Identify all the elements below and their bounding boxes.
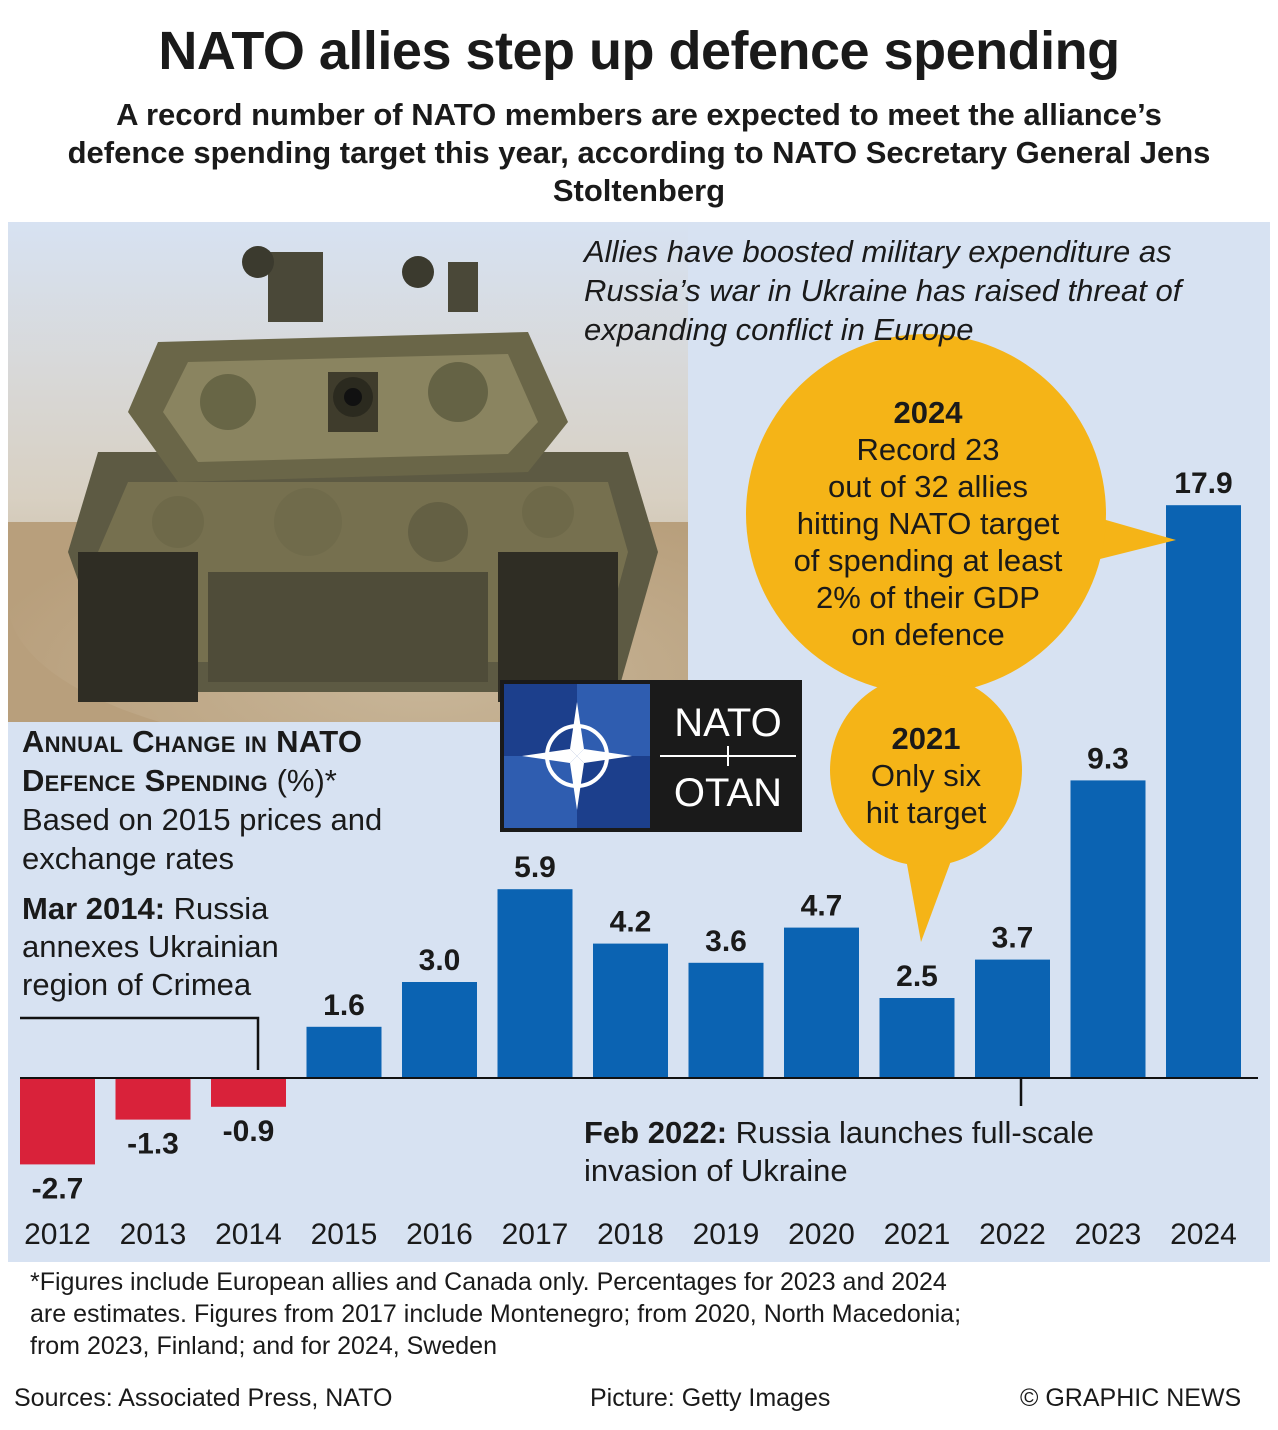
chart-title-line1: Annual Change in NATO bbox=[22, 724, 363, 759]
note-crimea-date: Mar 2014: bbox=[22, 891, 166, 926]
sources-credit: Sources: Associated Press, NATO bbox=[14, 1384, 393, 1412]
bar-2024 bbox=[1166, 505, 1241, 1078]
value-label-2024: 17.9 bbox=[1174, 467, 1232, 500]
bubble-2021-line: hit target bbox=[865, 795, 987, 830]
bar-2019 bbox=[688, 962, 764, 1078]
chart-panel: NATO OTAN -2.7 2012 -1.3 2013 -0.9 2014 1.6 201… bbox=[8, 222, 1270, 1262]
chart-title-line2: Defence Spending bbox=[22, 763, 268, 798]
value-label-2023: 9.3 bbox=[1087, 742, 1129, 775]
chart-unit: (%)* bbox=[267, 763, 337, 798]
bubble-2021-year: 2021 bbox=[891, 721, 961, 756]
bar-2014 bbox=[211, 1078, 286, 1107]
bubble-2024-line: 2% of their GDP bbox=[816, 580, 1040, 615]
page-title: NATO allies step up defence spending bbox=[158, 21, 1120, 81]
bar-2023 bbox=[1070, 780, 1146, 1078]
copyright-credit: © GRAPHIC NEWS bbox=[1020, 1384, 1242, 1412]
note-feb-date: Feb 2022: bbox=[584, 1115, 728, 1150]
bubble-2024-line: on defence bbox=[851, 617, 1005, 652]
value-label-2013: -1.3 bbox=[127, 1128, 179, 1161]
value-label-2015: 1.6 bbox=[323, 989, 365, 1022]
note-feb-text: invasion of Ukraine bbox=[584, 1153, 848, 1188]
bubble-2024-line: Record 23 bbox=[856, 432, 1000, 467]
year-label-2021: 2021 bbox=[884, 1218, 951, 1251]
year-label-2020: 2020 bbox=[788, 1218, 855, 1251]
bar-2013 bbox=[115, 1078, 191, 1120]
bubble-2021-pointer bbox=[903, 842, 958, 942]
value-label-2017: 5.9 bbox=[514, 851, 556, 884]
footnote-line: are estimates. Figures from 2017 include… bbox=[30, 1300, 962, 1328]
bubble-2024-line: out of 32 allies bbox=[828, 469, 1028, 504]
speech-bubbles bbox=[746, 334, 1176, 942]
footnote-line: from 2023, Finland; and for 2024, Sweden bbox=[30, 1332, 497, 1360]
chart-header: Annual Change in NATO Defence Spending (… bbox=[22, 722, 382, 878]
bar-2022 bbox=[975, 959, 1050, 1078]
value-label-2022: 3.7 bbox=[992, 922, 1034, 955]
bubble-2024-line: hitting NATO target bbox=[796, 506, 1060, 541]
bubble-2021 bbox=[830, 674, 1022, 866]
nato-logo: NATO OTAN bbox=[500, 680, 802, 832]
value-label-2016: 3.0 bbox=[419, 944, 461, 977]
value-label-2020: 4.7 bbox=[801, 890, 843, 923]
year-label-2022: 2022 bbox=[979, 1218, 1046, 1251]
bubble-2024 bbox=[746, 334, 1106, 694]
note-feb-text: Russia launches full-scale bbox=[727, 1115, 1095, 1150]
value-label-2014: -0.9 bbox=[223, 1115, 275, 1148]
bar-2015 bbox=[306, 1026, 382, 1078]
tank-photo bbox=[8, 222, 688, 722]
bar-chart: -2.7 2012 -1.3 2013 -0.9 2014 1.6 2015 3.0 2016 5.… bbox=[20, 467, 1258, 1251]
note-crimea: Mar 2014: Russia annexes Ukrainian regio… bbox=[22, 890, 279, 1004]
bar-2018 bbox=[593, 943, 668, 1078]
bubble-2021-line: Only six bbox=[870, 758, 982, 793]
value-label-2019: 3.6 bbox=[705, 925, 747, 958]
year-label-2012: 2012 bbox=[24, 1218, 91, 1251]
footnote: *Figures include European allies and Can… bbox=[30, 1266, 961, 1362]
subtitle: A record number of NATO members are expe… bbox=[67, 97, 1211, 208]
bubble-2024-year: 2024 bbox=[893, 395, 963, 430]
year-label-2017: 2017 bbox=[502, 1218, 569, 1251]
bubble-2024-text: 2024 Record 23 out of 32 allies hitting … bbox=[728, 394, 1128, 653]
chart-basis-line: exchange rates bbox=[22, 841, 234, 876]
bar-2012 bbox=[20, 1078, 95, 1165]
year-label-2014: 2014 bbox=[215, 1218, 282, 1251]
year-label-2023: 2023 bbox=[1075, 1218, 1142, 1251]
bar-2020 bbox=[784, 927, 859, 1078]
logo-otan-text: OTAN bbox=[674, 771, 782, 815]
note-crimea-text: region of Crimea bbox=[22, 967, 252, 1002]
value-label-2018: 4.2 bbox=[610, 906, 652, 939]
value-label-2021: 2.5 bbox=[896, 960, 938, 993]
picture-credit: Picture: Getty Images bbox=[590, 1384, 831, 1412]
bubble-2024-line: of spending at least bbox=[793, 543, 1063, 578]
intro-copy: Allies have boosted military expenditure… bbox=[584, 234, 1182, 347]
bar-2017 bbox=[497, 889, 573, 1078]
crimea-bracket bbox=[20, 1016, 260, 1070]
year-label-2024: 2024 bbox=[1170, 1218, 1237, 1251]
bar-2016 bbox=[402, 982, 477, 1078]
year-label-2015: 2015 bbox=[311, 1218, 378, 1251]
year-label-2016: 2016 bbox=[406, 1218, 473, 1251]
bar-2021 bbox=[879, 998, 955, 1078]
logo-nato-text: NATO bbox=[674, 701, 781, 745]
note-crimea-text: Russia bbox=[165, 891, 269, 926]
intro-text: Allies have boosted military expenditure… bbox=[584, 232, 1224, 349]
note-crimea-text: annexes Ukrainian bbox=[22, 929, 279, 964]
value-label-2012: -2.7 bbox=[32, 1172, 84, 1205]
year-label-2019: 2019 bbox=[693, 1218, 760, 1251]
footnote-line: *Figures include European allies and Can… bbox=[30, 1268, 947, 1296]
note-feb-2022: Feb 2022: Russia launches full-scale inv… bbox=[584, 1114, 1094, 1190]
year-label-2018: 2018 bbox=[597, 1218, 664, 1251]
chart-basis-line: Based on 2015 prices and bbox=[22, 802, 383, 837]
bubble-2021-text: 2021 Only six hit target bbox=[826, 720, 1026, 831]
year-label-2013: 2013 bbox=[120, 1218, 187, 1251]
